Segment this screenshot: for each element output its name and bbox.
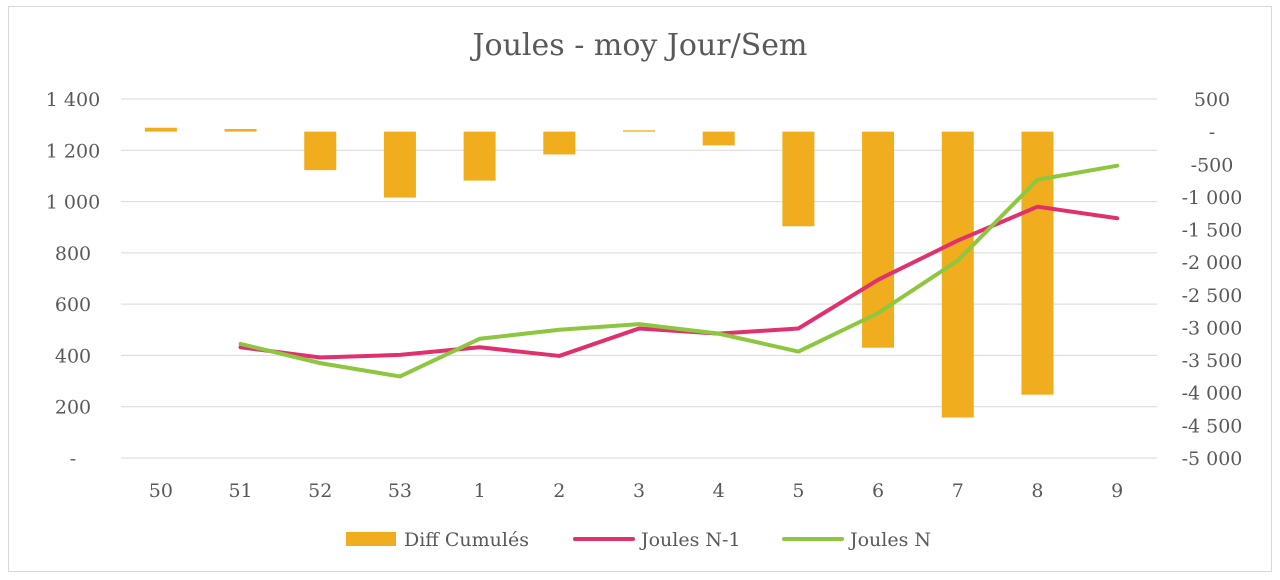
x-tick-label: 7	[952, 480, 964, 502]
chart-title: Joules - moy Jour/Sem	[470, 28, 808, 63]
right-tick-label: -4 500	[1182, 415, 1243, 437]
left-tick-label: 400	[55, 345, 91, 367]
left-tick-label: 1 400	[46, 89, 100, 111]
x-tick-label: 4	[713, 480, 725, 502]
right-axis-ticks: 500 - -500 -1 000 -1 500 -2 000 -2 500 -3 000 -3…	[1182, 89, 1243, 470]
legend-label: Joules N	[848, 529, 931, 551]
right-tick-label: -	[1209, 122, 1215, 144]
right-tick-label: -2 000	[1182, 252, 1243, 274]
line-series	[238, 163, 1120, 379]
x-tick-label: 53	[388, 480, 412, 502]
left-tick-label: 1 000	[46, 192, 100, 214]
right-tick-label: -500	[1191, 154, 1234, 176]
bar	[782, 131, 815, 227]
x-tick-label: 51	[228, 480, 252, 502]
bar	[463, 131, 496, 181]
right-tick-label: 500	[1194, 89, 1230, 111]
bar	[304, 131, 337, 171]
x-tick-label: 9	[1111, 480, 1123, 502]
left-tick-label: 1 200	[46, 140, 100, 162]
bar-series	[144, 127, 1054, 418]
left-tick-label: 800	[55, 243, 91, 265]
bar	[224, 129, 257, 132]
x-tick-label: 2	[553, 480, 565, 502]
bar	[702, 131, 735, 146]
right-tick-label: -3 000	[1182, 317, 1243, 339]
bar	[383, 131, 416, 198]
legend-label: Joules N-1	[639, 529, 741, 551]
bar	[144, 127, 177, 132]
right-tick-label: -1 500	[1182, 220, 1243, 242]
right-tick-label: -3 500	[1182, 350, 1243, 372]
left-tick-label: 600	[55, 294, 91, 316]
legend-label: Diff Cumulés	[404, 529, 529, 551]
bar	[623, 130, 655, 132]
x-tick-label: 5	[792, 480, 804, 502]
legend: Diff Cumulés Joules N-1 Joules N	[346, 529, 931, 551]
x-tick-label: 6	[872, 480, 884, 502]
bar	[941, 131, 974, 418]
bar	[543, 131, 576, 155]
x-tick-label: 8	[1031, 480, 1043, 502]
right-tick-label: -5 000	[1182, 448, 1243, 470]
left-axis-ticks: - 200 400 600 800 1 000 1 200 1 400	[46, 89, 100, 470]
chart-frame: Joules - moy Jour/Sem - 200 400 600 800 1 000…	[8, 6, 1272, 572]
x-axis-ticks: 50 51 52 53 1 2 3 4 5 6 7 8 9	[149, 480, 1123, 502]
series-line	[238, 163, 1120, 379]
series-line	[238, 204, 1120, 360]
bar	[1021, 131, 1054, 395]
left-tick-label: 200	[55, 397, 91, 419]
x-tick-label: 3	[633, 480, 645, 502]
combo-chart: Joules - moy Jour/Sem - 200 400 600 800 1 000…	[46, 28, 1243, 551]
x-tick-label: 1	[474, 480, 486, 502]
right-tick-label: -1 000	[1182, 187, 1243, 209]
right-tick-label: -2 500	[1182, 285, 1243, 307]
right-tick-label: -4 000	[1182, 383, 1243, 405]
legend-swatch	[346, 532, 396, 546]
x-tick-label: 50	[149, 480, 173, 502]
left-tick-label: -	[70, 448, 76, 470]
x-tick-label: 52	[308, 480, 332, 502]
gridlines	[121, 98, 1157, 459]
